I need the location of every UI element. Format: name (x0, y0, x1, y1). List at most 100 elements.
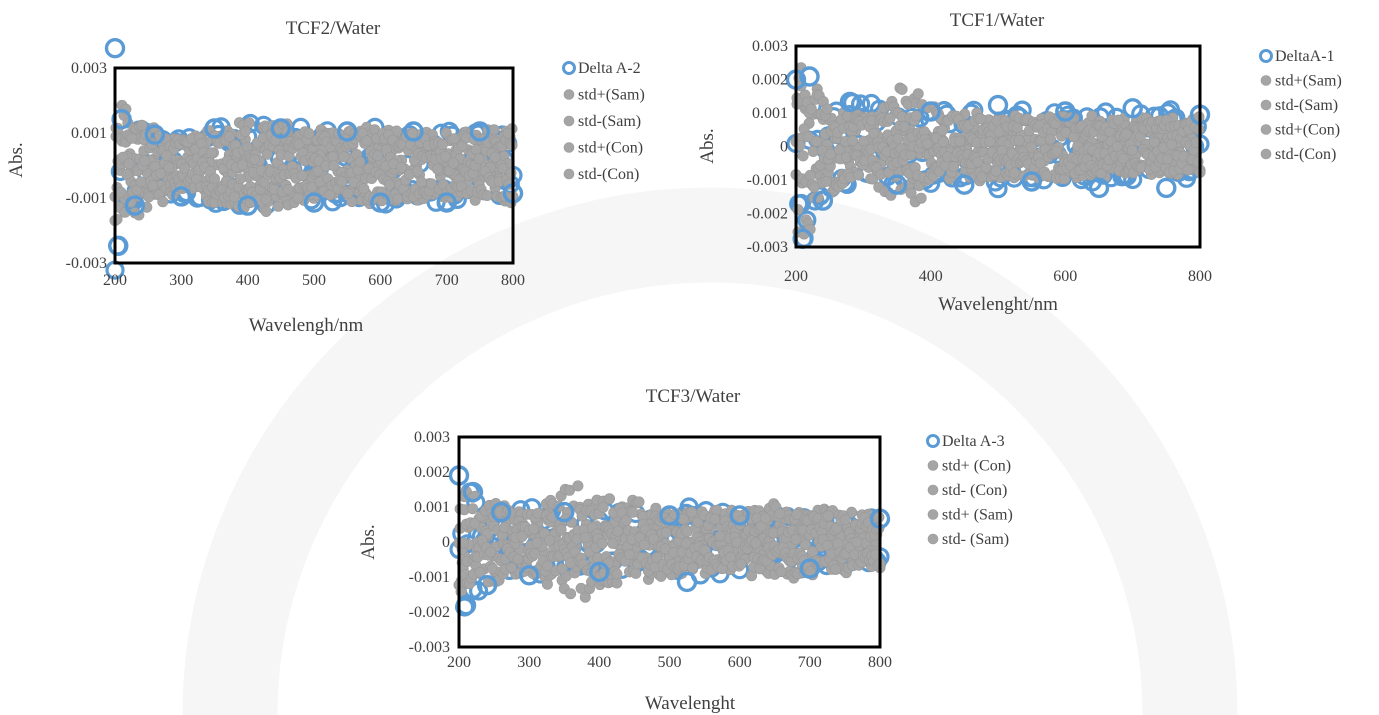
point-stdplus-sam (597, 501, 609, 513)
point-stdplus-con (633, 496, 645, 508)
legend-label-stdplus-sam: std+(Sam) (1275, 73, 1342, 90)
legend-label-stdplus-sam: std+ (Sam) (942, 507, 1013, 524)
point-std-minus-con (161, 150, 173, 162)
legend-label-delta-a-minus-3: Delta A-3 (942, 433, 1005, 450)
point-std-minus-con (135, 176, 147, 188)
point-std-minus-con (938, 136, 950, 148)
point-delta-a-minus-2 (370, 192, 391, 213)
point-stdplus-con (799, 539, 811, 551)
point-delta-a-minus-2 (111, 108, 132, 130)
legend-label-stdplus-sam: std+(Sam) (578, 87, 645, 104)
point-stdplus-con (975, 113, 987, 125)
point-stdplus-sam (469, 517, 481, 529)
point-std-minus-con (425, 178, 437, 190)
point-stdplus-con (892, 133, 904, 145)
point-std-minus-con (228, 191, 240, 203)
point-std-minus-con (312, 165, 324, 177)
point-delta-a-minus-2 (436, 192, 457, 213)
y-tick-label: 0.003 (752, 38, 788, 55)
legend-label-std-minus-con: std-(Con) (578, 166, 639, 183)
point-std-minus-con (489, 151, 501, 163)
point-std-minus-con (792, 204, 804, 216)
x-tick-label: 200 (103, 272, 127, 289)
point-std-minus-con (411, 165, 423, 177)
data-points (109, 99, 519, 227)
point-std-minus-con (481, 190, 493, 202)
point-std-minus-sam (260, 206, 272, 218)
point-stdplus-con (126, 132, 138, 144)
point-stdplus-con (361, 135, 373, 147)
point-stdplus-sam (692, 516, 704, 528)
point-std-minus-con (1040, 169, 1052, 181)
point-deltaa-minus-1 (1088, 177, 1110, 199)
x-tick-label: 300 (517, 654, 541, 671)
point-std-minus-sam (512, 553, 524, 565)
point-stdplus-sam (791, 508, 803, 520)
point-std-minus-con (121, 168, 133, 180)
point-std-minus-sam (750, 537, 762, 549)
plot-frame (113, 66, 515, 265)
point-delta-a-minus-3 (554, 501, 575, 523)
point-stdplus-con (936, 124, 948, 136)
point-stdplus-sam (467, 503, 479, 515)
point-std-minus-con (824, 148, 836, 160)
point-std-minus-sam (541, 560, 553, 572)
data-points (790, 62, 1206, 240)
x-tick-label: 600 (1053, 268, 1077, 285)
point-std-minus-con (431, 163, 443, 175)
point-delta-a-minus-3 (799, 558, 820, 579)
point-std-minus-con (1111, 141, 1123, 153)
point-std-minus-con (1182, 164, 1194, 176)
x-tick-label: 700 (435, 272, 459, 289)
point-std-minus-sam (485, 546, 497, 558)
point-std-minus-con (505, 167, 517, 179)
x-tick-label: 600 (728, 654, 752, 671)
point-delta-a-minus-3 (676, 571, 698, 593)
point-std-minus-con (948, 161, 960, 173)
point-std-minus-sam (623, 548, 635, 560)
point-std-minus-con (473, 153, 485, 165)
point-stdplus-con (884, 112, 896, 124)
point-delta-a-minus-2 (403, 121, 424, 142)
point-delta-a-minus-2 (144, 124, 166, 145)
point-deltaa-minus-1 (1122, 98, 1143, 119)
point-std-minus-sam (687, 562, 699, 574)
point-deltaa-minus-1 (1156, 177, 1177, 199)
point-std-minus-con (1044, 133, 1056, 145)
point-stdplus-sam (839, 514, 851, 526)
data-points (453, 480, 886, 603)
y-tick-label: -0.001 (66, 190, 107, 207)
point-std-minus-con (1192, 156, 1204, 168)
point-std-minus-con (808, 181, 820, 193)
chart-title: TCF2/Water (286, 18, 381, 39)
point-stdplus-con (1011, 122, 1023, 134)
legend-marker-stdplus-sam (927, 509, 939, 520)
point-std-minus-sam (735, 558, 747, 570)
point-std-minus-con (984, 136, 996, 148)
point-std-minus-con (447, 157, 459, 169)
legend-label-stdplus-con: std+(Con) (1275, 122, 1340, 139)
point-deltaa-minus-1 (920, 101, 941, 122)
point-std-minus-sam (630, 567, 642, 579)
point-stdplus-sam (488, 124, 500, 136)
point-std-minus-con (1166, 139, 1178, 151)
chart-tcf1-water: TCF1/Water -0.003 -0.002 -0.001 0 0.001 0.002 0… (697, 0, 1379, 340)
point-delta-a-minus-3 (518, 565, 540, 586)
point-stdplus-sam (774, 508, 786, 520)
y-axis-title: Abs. (697, 128, 718, 163)
y-tick-label: -0.002 (409, 604, 450, 621)
point-std-minus-sam (516, 530, 528, 542)
legend-marker-std-minus-con (563, 168, 575, 180)
point-stdplus-con (1013, 134, 1025, 146)
legend-marker-stdplus-con (563, 142, 575, 153)
x-axis-title: Wavelenght/nm (938, 294, 1058, 315)
point-std-minus-con (139, 155, 151, 167)
legend-marker-stdplus-sam (1260, 75, 1272, 86)
legend-marker-std-minus-sam (927, 533, 939, 545)
point-stdplus-sam (686, 506, 698, 518)
point-std-minus-sam (529, 548, 541, 560)
point-std-minus-sam (830, 563, 842, 575)
point-std-minus-con (296, 170, 308, 182)
point-std-minus-con (236, 159, 248, 171)
